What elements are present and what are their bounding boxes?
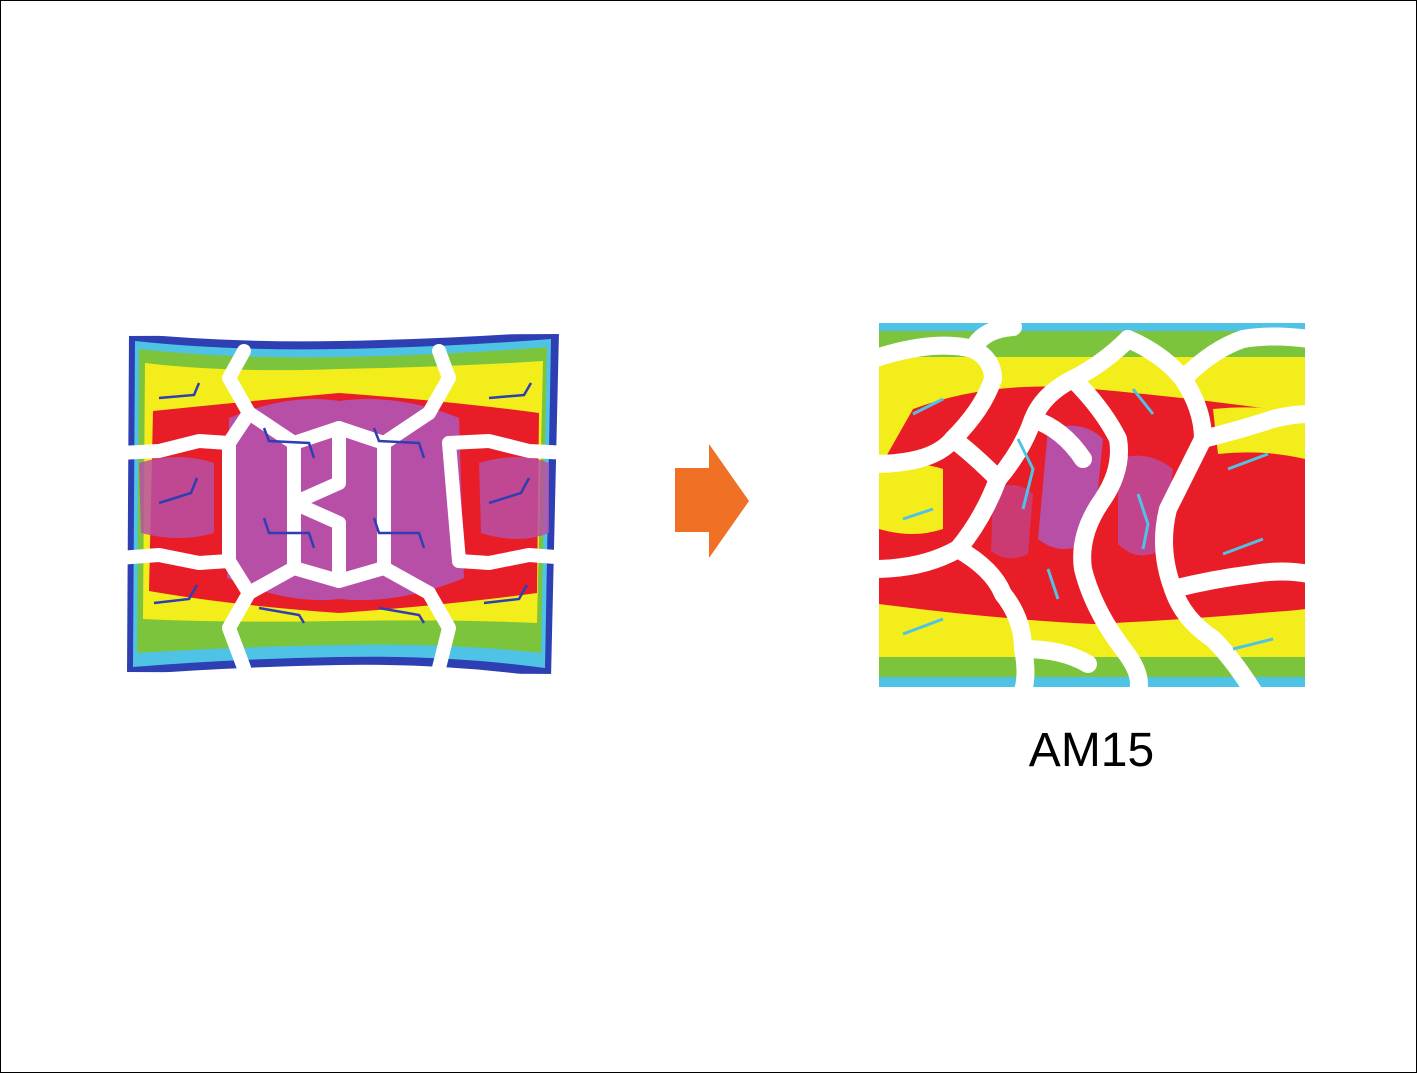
arrow-right-icon [675, 444, 749, 558]
tread-contact-map-am15 [873, 319, 1309, 691]
tread-grooves [119, 323, 569, 683]
tire-model-caption: AM15 [1028, 724, 1155, 777]
tread-sipes [902, 388, 1274, 651]
tread-contact-map-previous [119, 323, 569, 683]
tread-grooves [873, 319, 1309, 691]
tread-sipes [153, 382, 533, 624]
